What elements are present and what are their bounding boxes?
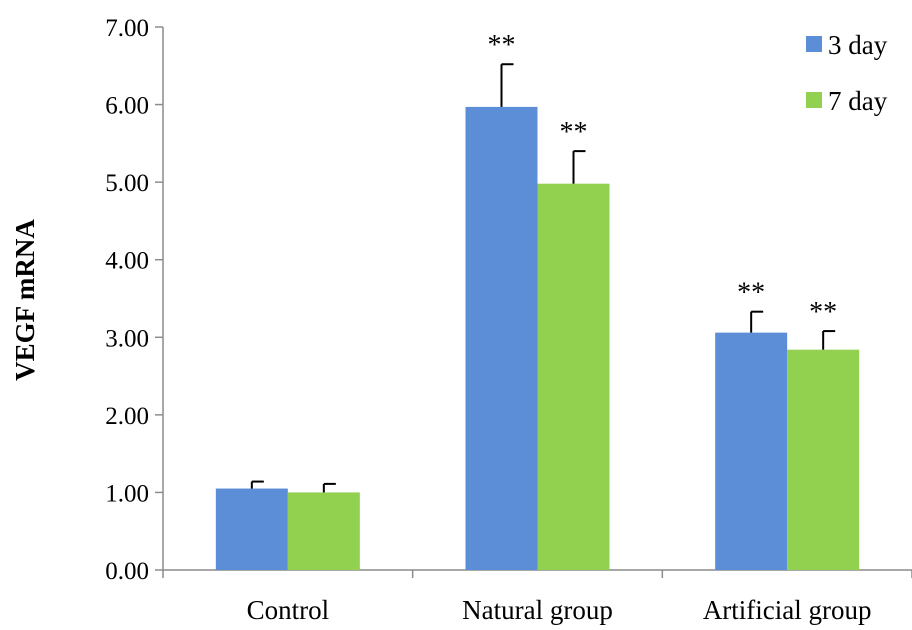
significance-marker: ** xyxy=(809,297,837,328)
significance-marker: ** xyxy=(737,278,765,309)
legend-swatch xyxy=(806,92,822,108)
y-tick-label: 2.00 xyxy=(105,403,149,430)
bar-7day xyxy=(787,349,860,570)
bar-7day xyxy=(537,183,610,571)
legend-label: 3 day xyxy=(828,30,888,60)
legend: 3 day 7 day xyxy=(806,30,888,116)
y-tick-label: 7.00 xyxy=(105,15,149,42)
category-label: Artificial group xyxy=(703,595,872,625)
legend-label: 7 day xyxy=(828,86,888,116)
y-tick-label: 4.00 xyxy=(105,248,149,275)
bar-7day xyxy=(287,492,360,570)
y-tick-label: 3.00 xyxy=(105,325,149,352)
legend-swatch xyxy=(806,36,822,52)
y-tick-label: 5.00 xyxy=(105,170,149,197)
bar-3day xyxy=(465,106,538,571)
significance-marker: ** xyxy=(488,30,516,61)
category-label: Natural group xyxy=(462,595,613,625)
y-tick-label: 6.00 xyxy=(105,93,149,120)
plot-area: 0.00 1.00 2.00 3.00 4.00 5.00 6.00 7.00 Control N… xyxy=(105,15,912,625)
significance-marker: ** xyxy=(560,117,588,148)
y-axis-title: VEGF mRNA xyxy=(10,219,40,381)
y-tick-label: 0.00 xyxy=(105,558,149,585)
y-tick-label: 1.00 xyxy=(105,480,149,507)
bar-3day xyxy=(715,332,788,570)
category-label: Control xyxy=(247,595,330,625)
bar-3day xyxy=(215,488,288,570)
